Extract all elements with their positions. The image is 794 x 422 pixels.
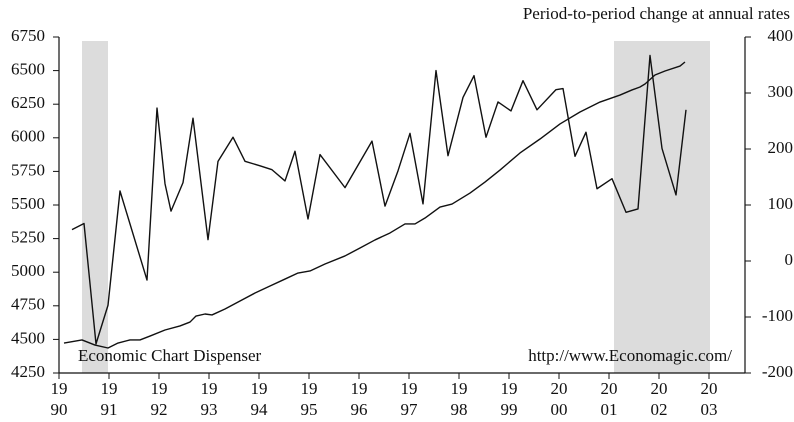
x-tick-label: 19 93 [200, 379, 218, 419]
x-tick-label: 19 92 [150, 379, 168, 419]
y-tick-label: 5000 [11, 261, 45, 280]
x-tick-label: 19 99 [500, 379, 518, 419]
axis-note: Period-to-period change at annual rates [523, 4, 790, 23]
x-tick-label: 19 94 [250, 379, 268, 419]
y-tick-label: 4250 [11, 362, 45, 381]
y-tick-label: 5750 [11, 160, 45, 179]
x-tick-label: 20 00 [550, 379, 568, 419]
y-tick-label: 6250 [11, 93, 45, 112]
y-tick-label: 5250 [11, 228, 45, 247]
y-tick-label: 4500 [11, 328, 45, 347]
y2-tick-label: -100 [762, 306, 793, 325]
x-tick-label: 20 03 [700, 379, 718, 419]
x-tick-label: 20 01 [600, 379, 618, 419]
x-tick-label: 20 02 [650, 379, 668, 419]
y2-tick-label: 300 [768, 82, 794, 101]
data-line [63, 61, 686, 349]
x-tick-label: 19 91 [100, 379, 118, 419]
x-tick-label: 19 97 [400, 379, 418, 419]
data-line [71, 54, 687, 345]
shaded-range [614, 41, 710, 373]
url-note: http://www.Economagic.com/ [528, 346, 732, 365]
y2-tick-label: 100 [768, 194, 794, 213]
x-tick-label: 19 98 [450, 379, 468, 419]
y2-tick-label: -200 [762, 362, 793, 381]
y2-tick-label: 200 [768, 138, 794, 157]
y-tick-label: 4750 [11, 295, 45, 314]
y-tick-label: 6500 [11, 60, 45, 79]
shaded-range [82, 41, 108, 373]
y2-tick-label: 400 [768, 26, 794, 45]
y2-tick-label: 0 [785, 250, 794, 269]
source-note: Economic Chart Dispenser [78, 346, 262, 365]
x-tick-label: 19 96 [350, 379, 368, 419]
x-tick-label: 19 90 [50, 379, 68, 419]
y-tick-label: 5500 [11, 194, 45, 213]
x-tick-label: 19 95 [300, 379, 318, 419]
y-tick-label: 6000 [11, 127, 45, 146]
y-tick-label: 6750 [11, 26, 45, 45]
